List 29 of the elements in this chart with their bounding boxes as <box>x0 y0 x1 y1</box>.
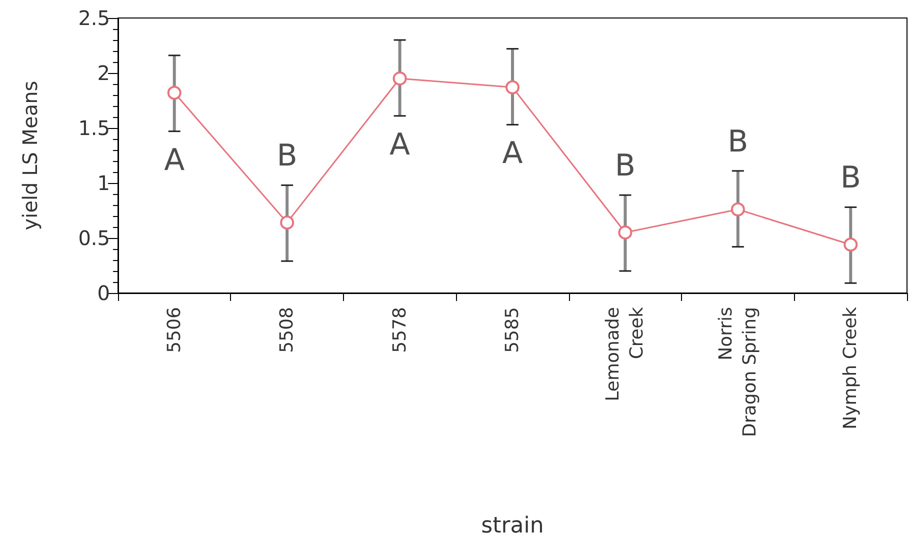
x-tick-label: 5578 <box>389 307 410 353</box>
point <box>506 80 520 94</box>
y-tick-label: 0 <box>97 281 110 305</box>
x-axis-title: strain <box>481 514 544 538</box>
y-tick-label: 0.5 <box>78 226 110 250</box>
point <box>730 202 745 216</box>
annotation: B <box>276 138 298 174</box>
x-tick-label: 5585 <box>502 307 523 353</box>
point <box>280 216 294 230</box>
y-axis-title: yield LS Means <box>18 80 42 230</box>
annotation: B <box>614 148 636 184</box>
annotation: A <box>164 142 186 178</box>
x-tick-label: 5506 <box>164 307 185 353</box>
point <box>167 86 182 100</box>
x-tick-label: Nymph Creek <box>840 306 862 430</box>
x-tick-label: Lemonade Creek <box>602 306 648 402</box>
y-tick-label: 2 <box>97 61 110 85</box>
annotation: B <box>840 160 861 196</box>
annotation: B <box>728 124 748 160</box>
y-tick-label: 2.5 <box>78 6 110 30</box>
annotation: A <box>502 136 524 172</box>
point <box>392 72 407 86</box>
x-tick-label: Norris Dragon Spring <box>715 307 760 437</box>
point <box>618 226 632 240</box>
y-tick-label: 1.5 <box>78 116 110 140</box>
x-tick-label: 5508 <box>276 307 298 353</box>
y-tick-label: 1 <box>97 171 110 195</box>
annotation: A <box>390 127 411 162</box>
point <box>844 238 858 252</box>
